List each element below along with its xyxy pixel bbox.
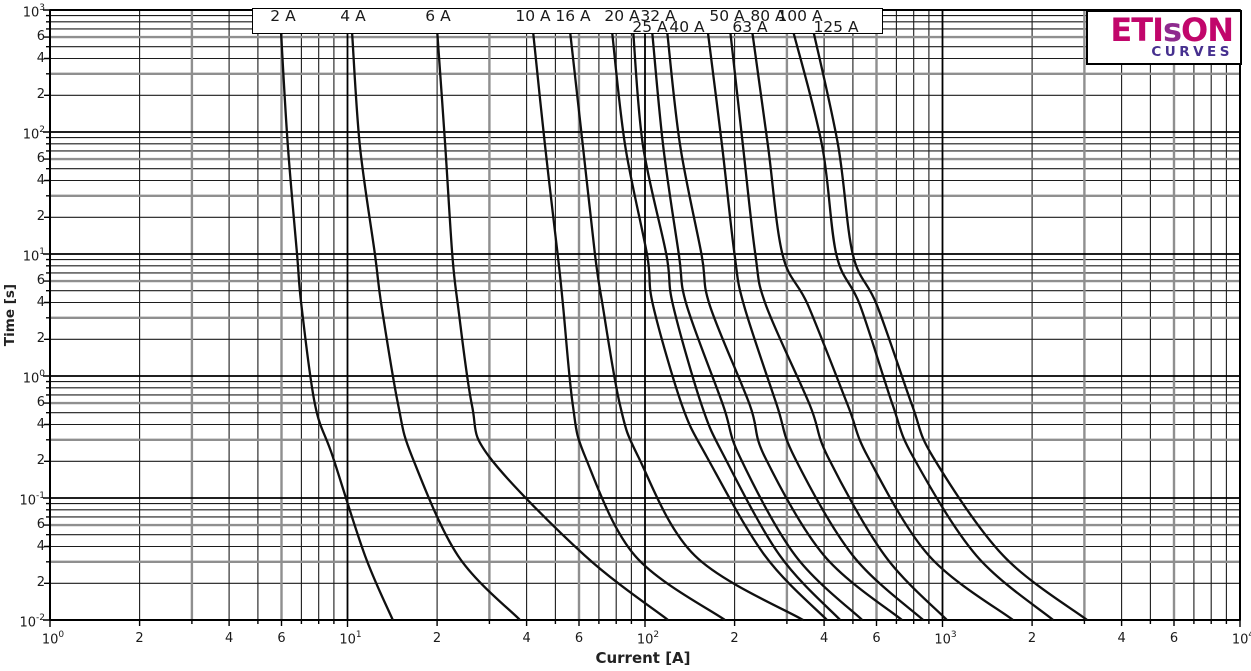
curve-2a [279,29,394,621]
y-tick-label: 100 [22,369,45,387]
curve-label-6a: 6 A [425,7,451,25]
curve-125a [811,29,1088,621]
curve-10a [531,29,726,621]
x-tick-label: 2 [1027,631,1037,646]
curve-label-16a: 16 A [555,7,591,25]
curve-label-4a: 4 A [340,7,366,25]
curve-label-20a: 20 A [604,7,640,25]
logo-curves-text: CURVES [1151,43,1233,60]
curve-16a [568,29,804,621]
x-tick-label: 4 [224,631,234,646]
y-tick-label: 6 [36,517,45,533]
curve-40a [665,29,903,621]
x-tick-label: 6 [872,631,881,646]
curve-32a [650,29,863,621]
y-tick-label: 6 [36,273,45,289]
x-tick-label: 100 [41,630,65,648]
x-tick-label: 103 [934,630,957,648]
x-tick-label: 102 [636,630,660,648]
y-tick-label: 10-1 [19,491,45,509]
y-tick-label: 10-2 [19,613,45,631]
axis-tick-marks [43,9,1241,627]
curve-100a [791,29,1054,621]
curve-25a [631,29,842,621]
grid-major-lines [49,9,1241,621]
y-tick-label: 101 [22,247,45,265]
x-tick-label: 4 [522,631,531,646]
curve-label-2a: 2 A [270,7,296,25]
logo-etison: ETIsON CURVES [1086,10,1242,65]
x-tick-label: 4 [819,631,829,646]
logo-text-on: ON [1181,10,1234,49]
logo-brand-text: ETIsON [1110,14,1234,46]
y-tick-label: 4 [36,416,45,432]
y-tick-label: 2 [36,87,45,103]
curve-63a [728,29,948,621]
x-tick-label: 2 [432,631,442,646]
x-tick-label: 2 [730,631,739,646]
x-tick-label: 2 [135,631,144,646]
y-tick-label: 6 [36,395,45,411]
x-axis-title: Current [A] [595,649,691,667]
curve-label-box [252,8,883,34]
curve-6a [435,29,669,621]
curve-4a [350,29,521,621]
x-tick-label: 4 [1117,631,1126,646]
x-tick-label: 6 [277,631,286,646]
curve-label-100a: 100 A [777,7,823,25]
y-tick-label: 4 [36,172,45,188]
curve-label-63a: 63 A [732,18,768,36]
y-tick-label: 6 [36,151,45,167]
y-tick-label: 2 [36,209,45,225]
y-tick-label: 6 [36,29,45,45]
x-tick-label: 101 [339,630,362,648]
curve-label-50a: 50 A [709,7,745,25]
x-tick-label: 104 [1231,630,1251,648]
y-tick-label: 102 [22,125,45,143]
y-tick-label: 2 [36,331,45,347]
logo-text-eti: ETI [1110,10,1164,49]
y-tick-label: 2 [36,575,45,591]
curve-label-10a: 10 A [515,7,551,25]
logo-text-s: s [1162,10,1182,49]
y-tick-label: 4 [36,50,45,66]
curve-label-80a: 80 A [750,7,786,25]
y-tick-label: 2 [36,453,45,469]
curve-label-25a: 25 A [632,18,668,36]
curve-50a [706,29,924,621]
x-tick-label: 6 [1169,631,1179,646]
curve-20a [610,29,828,621]
y-tick-label: 4 [36,294,45,310]
curve-label-125a: 125 A [813,18,859,36]
curve-label-32a: 32 A [640,7,676,25]
y-tick-label: 103 [22,3,45,21]
x-tick-label: 6 [574,631,584,646]
y-tick-label: 4 [36,538,45,554]
curve-80a [750,29,1014,621]
curve-label-40a: 40 A [669,18,705,36]
